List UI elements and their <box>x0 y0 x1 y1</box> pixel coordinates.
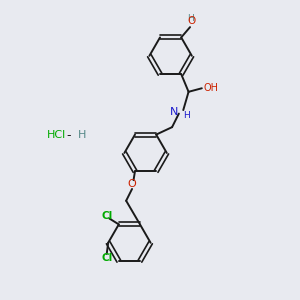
Text: O: O <box>128 179 136 189</box>
Text: H: H <box>78 130 86 140</box>
Text: OH: OH <box>203 83 218 93</box>
Text: -: - <box>67 129 71 142</box>
Text: HCl: HCl <box>47 130 66 140</box>
Text: N: N <box>169 106 178 116</box>
Text: H: H <box>187 14 194 23</box>
Text: Cl: Cl <box>101 253 112 263</box>
Text: Cl: Cl <box>101 211 112 221</box>
Text: O: O <box>188 16 196 26</box>
Text: H: H <box>183 111 189 120</box>
